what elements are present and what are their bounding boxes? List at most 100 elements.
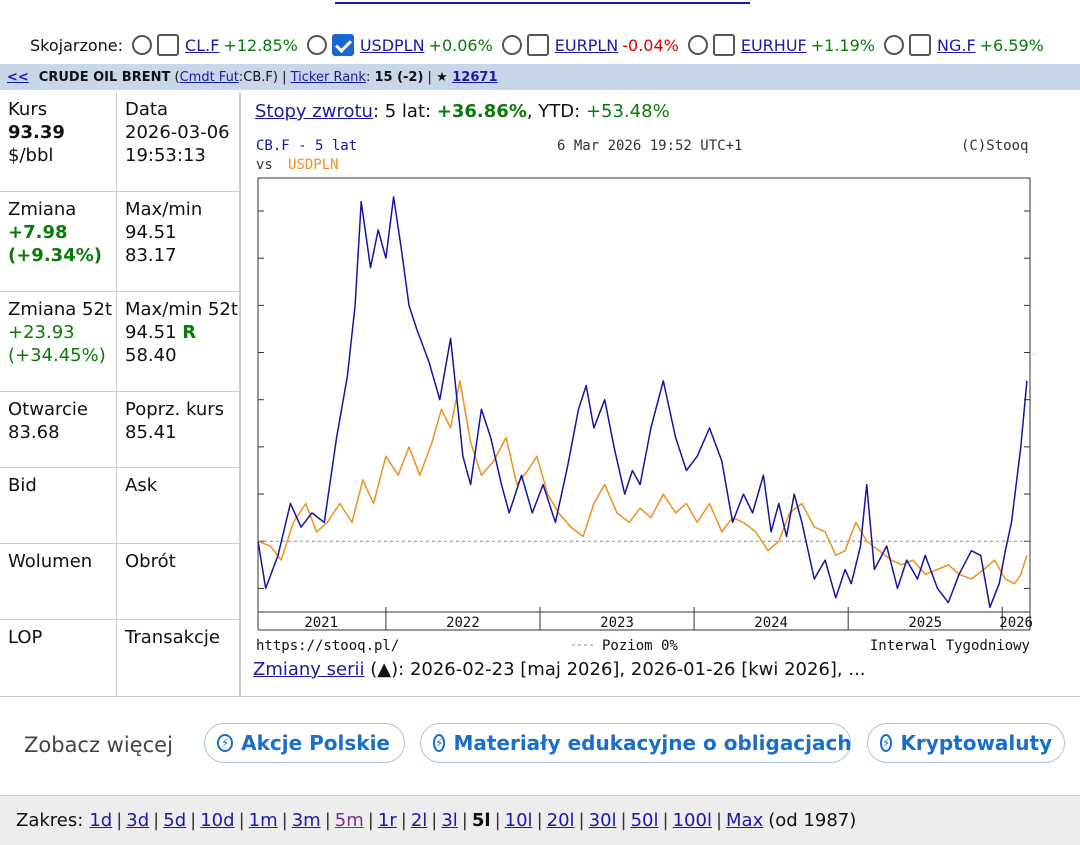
lop-label: LOP xyxy=(8,627,43,648)
min52-value: 58.40 xyxy=(125,345,177,366)
ask-label: Ask xyxy=(125,475,158,496)
range-option[interactable]: 5l xyxy=(471,810,491,831)
cell-bid: Bid xyxy=(0,468,117,544)
kurs-unit: $/bbl xyxy=(8,145,54,166)
plot-frame xyxy=(257,177,1031,613)
compare-radio[interactable] xyxy=(501,35,522,55)
y-tick-label: 60% xyxy=(1033,251,1034,267)
range-option[interactable]: 3d xyxy=(126,810,150,831)
compare-ticker-link[interactable]: CL.F xyxy=(185,35,220,55)
range-separator: | xyxy=(494,810,501,831)
cell-obrot: Obrót xyxy=(117,544,240,620)
range-option[interactable]: 1r xyxy=(377,810,397,831)
range-separator: | xyxy=(190,810,197,831)
series-line-cb-f xyxy=(257,196,1028,609)
x-tick-label: 2022 xyxy=(446,615,480,631)
pill-label: Materiały edukacyjne o obligacjach xyxy=(453,731,852,755)
range-option[interactable]: 5d xyxy=(163,810,187,831)
range-option[interactable]: 2l xyxy=(410,810,428,831)
compare-change: +1.19% xyxy=(810,35,875,55)
zmiana-label: Zmiana xyxy=(8,199,77,220)
cell-maxmin52: Max/min 52t 94.51 R 58.40 xyxy=(117,292,240,392)
returns-5y-value: +36.86% xyxy=(436,101,527,122)
back-link[interactable]: << xyxy=(7,69,29,85)
cell-otwarcie: Otwarcie 83.68 xyxy=(0,392,117,468)
compare-ticker-link[interactable]: EURHUF xyxy=(740,35,807,55)
favorites-count-link[interactable]: 12671 xyxy=(452,69,498,85)
range-separator: | xyxy=(153,810,160,831)
chart-header-compare: USDPLN xyxy=(288,157,339,173)
cell-wolumen: Wolumen xyxy=(0,544,117,620)
kurs-label: Kurs xyxy=(8,99,48,120)
range-option[interactable]: 100l xyxy=(672,810,712,831)
y-tick-label: 70% xyxy=(1033,204,1034,220)
instrument-title-bar: << CRUDE OIL BRENT (Cmdt Fut:CB.F) | Tic… xyxy=(0,64,1080,90)
chart-header-copyright: (C)Stooq xyxy=(961,138,1028,154)
category-link[interactable]: Cmdt Fut xyxy=(179,69,239,85)
range-option[interactable]: 3l xyxy=(441,810,458,831)
star-icon[interactable]: ★ xyxy=(436,69,448,85)
chart-footer-legend: Poziom 0% xyxy=(602,638,678,654)
range-separator: | xyxy=(238,810,245,831)
compare-change: +6.59% xyxy=(979,35,1044,55)
range-option[interactable]: 30l xyxy=(588,810,617,831)
range-option[interactable]: 1d xyxy=(89,810,113,831)
chart-footer-interval: Interwal Tygodniowy xyxy=(870,638,1030,654)
y-tick-label: 10% xyxy=(1033,487,1034,503)
see-more-section: Zobacz więcej ⚡ Akcje Polskie ⚡ Materiały … xyxy=(0,697,1080,793)
ticker-rank-link[interactable]: Ticker Rank xyxy=(290,69,366,85)
series-changes: Zmiany serii (▲): 2026-02-23 [maj 2026],… xyxy=(253,659,866,680)
compare-checkbox[interactable] xyxy=(526,34,549,56)
chart-header-ticker: CB.F - 5 lat xyxy=(256,138,357,154)
returns-link[interactable]: Stopy zwrotu xyxy=(255,101,373,122)
range-option[interactable]: Max xyxy=(726,810,764,831)
range-option[interactable]: 20l xyxy=(546,810,575,831)
compare-radio[interactable] xyxy=(687,35,708,55)
returns-ytd-value: +53.48% xyxy=(585,101,670,122)
x-tick-label: 2024 xyxy=(754,615,788,631)
bolt-icon: ⚡ xyxy=(217,734,234,752)
min-value: 83.17 xyxy=(125,245,177,266)
x-tick-label: 2021 xyxy=(304,615,338,631)
bid-label: Bid xyxy=(8,475,37,496)
compare-checkbox[interactable] xyxy=(157,34,180,56)
compare-checkbox[interactable] xyxy=(908,34,931,56)
range-option[interactable]: 10l xyxy=(504,810,533,831)
range-option[interactable]: 50l xyxy=(630,810,659,831)
separator xyxy=(0,696,1080,697)
otwarcie-label: Otwarcie xyxy=(8,399,88,420)
compare-radio[interactable] xyxy=(883,35,904,55)
price-chart[interactable]: CB.F - 5 lat vs USDPLN 6 Mar 2026 19:52 UTC… xyxy=(254,132,1067,657)
top-link-underline[interactable] xyxy=(335,0,750,4)
divider xyxy=(240,92,241,696)
range-separator: | xyxy=(400,810,407,831)
compare-radio[interactable] xyxy=(132,35,153,55)
compare-radio[interactable] xyxy=(306,35,327,55)
range-option[interactable]: 3m xyxy=(291,810,321,831)
compare-ticker-link[interactable]: EURPLN xyxy=(554,35,619,55)
transakcje-label: Transakcje xyxy=(125,627,220,648)
pill-akcje-polskie[interactable]: ⚡ Akcje Polskie xyxy=(204,723,405,763)
range-option[interactable]: 1m xyxy=(248,810,278,831)
range-separator: | xyxy=(324,810,331,831)
zmiana-abs: +7.98 xyxy=(8,222,68,243)
chart-header-vs: vs xyxy=(256,157,273,173)
compare-checkbox[interactable] xyxy=(712,34,735,56)
range-option[interactable]: 5m xyxy=(334,810,364,831)
compare-ticker-link[interactable]: USDPLN xyxy=(359,35,425,55)
range-option[interactable]: 10d xyxy=(200,810,235,831)
ticker-rank-value: 15 xyxy=(374,69,393,85)
pill-kryptowaluty[interactable]: ⚡ Kryptowaluty xyxy=(867,723,1065,763)
series-changes-link[interactable]: Zmiany serii xyxy=(253,659,365,680)
range-label: Zakres: xyxy=(16,810,84,831)
pill-materialy-obligacje[interactable]: ⚡ Materiały edukacyjne o obligacjach xyxy=(420,723,852,763)
range-separator: | xyxy=(461,810,468,831)
y-tick-label: 40% xyxy=(1033,346,1034,362)
compare-ticker-link[interactable]: NG.F xyxy=(936,35,976,55)
chart-svg[interactable]: CB.F - 5 lat vs USDPLN 6 Mar 2026 19:52 UTC… xyxy=(254,132,1067,657)
range-separator: | xyxy=(281,810,288,831)
compare-checkbox[interactable] xyxy=(331,34,354,56)
maxmin-label: Max/min xyxy=(125,199,203,220)
y-tick-label: -10% xyxy=(1033,581,1034,597)
record-flag: R xyxy=(182,322,197,343)
